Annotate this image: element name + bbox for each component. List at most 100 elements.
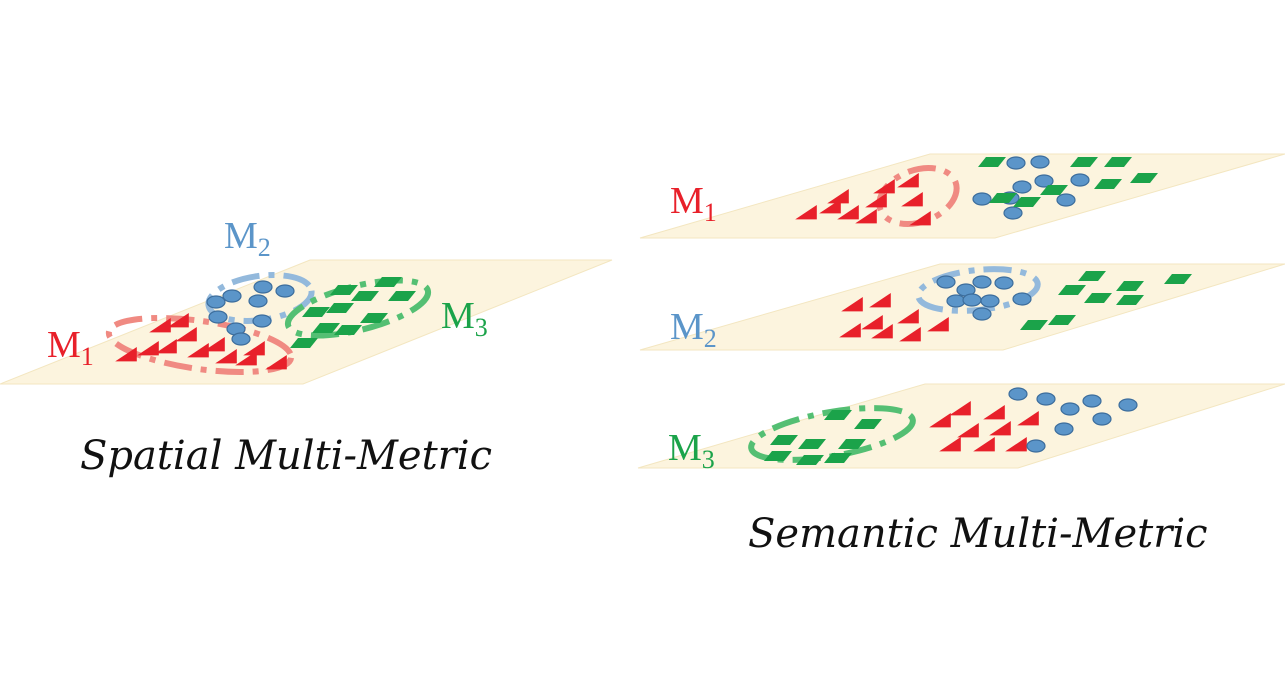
green-parallelogram-icon xyxy=(824,410,852,420)
green-parallelogram-icon xyxy=(1130,173,1158,183)
red-triangle-icon xyxy=(1017,411,1039,426)
semantic-plane-3-label: M3 xyxy=(668,427,715,474)
red-triangle-icon xyxy=(939,437,961,452)
blue-ellipse-icon xyxy=(994,276,1014,290)
blue-ellipse-icon xyxy=(1054,422,1074,436)
spatial-m1-label: M1 xyxy=(47,324,94,371)
green-parallelogram-icon xyxy=(1070,157,1098,167)
blue-ellipse-icon xyxy=(1030,155,1050,169)
semantic-marks xyxy=(764,155,1192,465)
red-triangle-icon xyxy=(899,327,921,342)
blue-ellipse-icon xyxy=(972,192,992,206)
green-parallelogram-icon xyxy=(374,277,402,287)
spatial-m2-label: M2 xyxy=(224,215,271,262)
blue-ellipse-icon xyxy=(275,284,295,298)
semantic-caption: Semantic Multi-Metric xyxy=(748,511,1208,557)
red-triangle-icon xyxy=(839,323,861,338)
red-triangle-icon xyxy=(871,324,893,339)
green-parallelogram-icon xyxy=(824,453,852,463)
blue-ellipse-icon xyxy=(1012,180,1032,194)
blue-ellipse-icon xyxy=(1034,174,1054,188)
red-triangle-icon xyxy=(827,189,849,204)
red-triangle-icon xyxy=(909,211,931,226)
green-parallelogram-icon xyxy=(351,291,379,301)
semantic-panel: M1 M2 M3 xyxy=(637,153,1285,474)
green-parallelogram-icon xyxy=(326,303,354,313)
semantic-plane-3 xyxy=(637,383,1285,469)
red-triangle-icon xyxy=(897,309,919,324)
m3-ring xyxy=(284,277,432,339)
red-triangle-icon xyxy=(187,343,209,358)
green-parallelogram-icon xyxy=(1084,293,1112,303)
red-triangle-icon xyxy=(865,193,887,208)
red-triangle-icon xyxy=(265,355,287,370)
red-triangle-icon xyxy=(795,205,817,220)
green-parallelogram-icon xyxy=(302,307,330,317)
m1-ring xyxy=(105,315,295,375)
red-triangle-icon xyxy=(873,179,895,194)
green-parallelogram-icon xyxy=(1164,274,1192,284)
blue-ellipse-icon xyxy=(1026,439,1046,453)
red-triangle-icon xyxy=(243,341,265,356)
blue-ellipse-icon xyxy=(1012,292,1032,306)
blue-ellipse-icon xyxy=(248,294,268,308)
green-parallelogram-icon xyxy=(798,439,826,449)
red-triangle-icon xyxy=(855,209,877,224)
red-triangle-icon xyxy=(115,347,137,362)
green-parallelogram-icon xyxy=(854,419,882,429)
red-triangle-icon xyxy=(957,423,979,438)
blue-ellipse-icon xyxy=(1082,394,1102,408)
red-triangle-icon xyxy=(819,199,841,214)
red-triangle-icon xyxy=(841,297,863,312)
blue-ellipse-icon xyxy=(946,294,966,308)
red-triangle-icon xyxy=(155,339,177,354)
blue-ellipse-icon xyxy=(1036,392,1056,406)
blue-ellipse-icon xyxy=(253,280,273,294)
green-parallelogram-icon xyxy=(1040,185,1068,195)
semantic-plane-1 xyxy=(639,153,1285,239)
blue-ellipse-icon xyxy=(1008,387,1028,401)
semantic-plane-1-label: M1 xyxy=(670,180,717,227)
red-triangle-icon xyxy=(949,401,971,416)
green-parallelogram-icon xyxy=(1078,271,1106,281)
blue-ellipse-icon xyxy=(222,289,242,303)
red-triangle-icon xyxy=(869,293,891,308)
red-triangle-icon xyxy=(215,349,237,364)
spatial-panel: M1 M2 M3 xyxy=(0,215,613,385)
green-parallelogram-icon xyxy=(1048,315,1076,325)
blue-ellipse-icon xyxy=(972,275,992,289)
green-parallelogram-icon xyxy=(312,323,340,333)
red-triangle-icon xyxy=(137,341,159,356)
green-parallelogram-icon xyxy=(1116,295,1144,305)
red-triangle-icon xyxy=(901,192,923,207)
spatial-marks xyxy=(115,277,416,370)
spatial-caption: Spatial Multi-Metric xyxy=(80,433,492,479)
green-parallelogram-icon xyxy=(1020,320,1048,330)
red-triangle-icon xyxy=(1005,437,1027,452)
green-parallelogram-icon xyxy=(989,193,1017,203)
green-parallelogram-icon xyxy=(764,451,792,461)
red-triangle-icon xyxy=(837,205,859,220)
red-triangle-icon xyxy=(973,437,995,452)
spatial-m3-label: M3 xyxy=(441,295,488,342)
green-parallelogram-icon xyxy=(838,439,866,449)
blue-ellipse-icon xyxy=(972,307,992,321)
red-triangle-icon xyxy=(983,405,1005,420)
plane-3-m3-ring xyxy=(748,405,916,463)
blue-ellipse-icon xyxy=(936,275,956,289)
green-parallelogram-icon xyxy=(1058,285,1086,295)
green-parallelogram-icon xyxy=(796,455,824,465)
green-parallelogram-icon xyxy=(330,285,358,295)
green-parallelogram-icon xyxy=(1013,197,1041,207)
green-parallelogram-icon xyxy=(1104,157,1132,167)
green-parallelogram-icon xyxy=(360,313,388,323)
blue-ellipse-icon xyxy=(1092,412,1112,426)
blue-ellipse-icon xyxy=(1070,173,1090,187)
green-parallelogram-icon xyxy=(770,435,798,445)
red-triangle-icon xyxy=(989,421,1011,436)
blue-ellipse-icon xyxy=(206,295,226,309)
red-triangle-icon xyxy=(861,315,883,330)
red-triangle-icon xyxy=(203,337,225,352)
green-parallelogram-icon xyxy=(1116,281,1144,291)
